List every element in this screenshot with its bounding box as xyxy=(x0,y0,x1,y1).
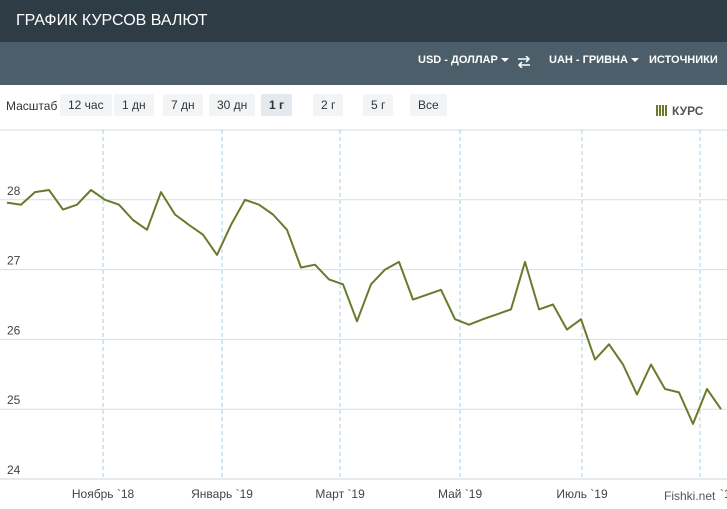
y-tick-label: 24 xyxy=(7,463,21,477)
legend: КУРС xyxy=(656,104,703,118)
header: ГРАФИК КУРСОВ ВАЛЮТ xyxy=(0,0,727,42)
toolbar: Масштаб 12 час 1 дн 7 дн 30 дн 1 г 2 г 5 г Все xyxy=(0,94,727,118)
x-tick-label: Январь `19 xyxy=(191,487,253,501)
scale-button[interactable]: 12 час xyxy=(60,94,112,116)
line-series xyxy=(6,189,722,425)
to-label: UAH - ГРИВНА xyxy=(549,54,628,66)
y-tick-label: 25 xyxy=(7,393,21,407)
to-currency[interactable]: UAH - ГРИВНА xyxy=(549,54,639,66)
sources[interactable]: ИСТОЧНИКИ xyxy=(649,54,718,66)
x-tick-label: Июль `19 xyxy=(556,487,608,501)
scale-button[interactable]: 2 г xyxy=(313,94,344,116)
watermark: Fishki.net xyxy=(660,488,720,504)
title: ГРАФИК КУРСОВ ВАЛЮТ xyxy=(16,12,208,29)
y-tick-label: 26 xyxy=(7,323,21,337)
from-currency[interactable]: USD - ДОЛЛАР xyxy=(418,54,509,66)
x-tick-label: Март `19 xyxy=(315,487,365,501)
x-tick-label: Ноябрь `18 xyxy=(72,487,135,501)
swap-icon[interactable] xyxy=(517,56,531,68)
y-tick-label: 28 xyxy=(7,184,21,198)
scale-button[interactable]: 30 дн xyxy=(209,94,256,116)
legend-label: КУРС xyxy=(672,104,704,118)
y-tick-label: 27 xyxy=(7,254,21,268)
scale-button[interactable]: 1 г xyxy=(261,94,293,116)
scale-button[interactable]: 1 дн xyxy=(114,94,154,116)
scale-button[interactable]: 5 г xyxy=(363,94,394,116)
scale-button[interactable]: 7 дн xyxy=(163,94,203,116)
controls-bar: USD - ДОЛЛАР UAH - ГРИВНА ИСТОЧНИКИ xyxy=(0,42,727,85)
from-label: USD - ДОЛЛАР xyxy=(418,54,498,66)
scale-button[interactable]: Все xyxy=(410,94,447,116)
scale-label: Масштаб xyxy=(6,99,58,113)
x-tick-label: Май `19 xyxy=(438,487,483,501)
